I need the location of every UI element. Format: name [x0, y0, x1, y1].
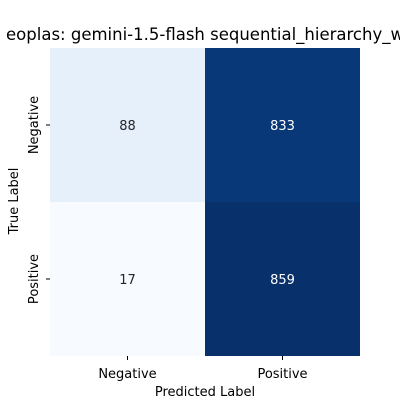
heatmap-cell-value: 17 — [119, 273, 136, 288]
x-tick-label: Negative — [98, 367, 156, 382]
y-tick-label: Negative — [27, 96, 42, 154]
heatmap-cell-value: 859 — [270, 273, 295, 288]
x-tick-label: Positive — [257, 367, 307, 382]
chart-title: eoplas: gemini-1.5-flash sequential_hier… — [6, 25, 400, 45]
heatmap-cell-value: 88 — [119, 119, 136, 134]
heatmap-cells — [50, 48, 360, 356]
heatmap-cell — [50, 48, 205, 202]
heatmap-cell — [50, 202, 205, 356]
x-axis-ticks: Negative Positive — [98, 356, 308, 382]
x-axis-label: Predicted Label — [155, 385, 255, 400]
heatmap-cell-labels: 88 833 17 859 — [119, 119, 295, 288]
heatmap-cell-value: 833 — [270, 119, 295, 134]
heatmap-cell — [205, 202, 360, 356]
y-axis-label: True Label — [7, 168, 22, 236]
heatmap-cell — [205, 48, 360, 202]
y-axis-ticks: Negative Positive — [27, 96, 50, 304]
y-tick-label: Positive — [27, 254, 42, 304]
